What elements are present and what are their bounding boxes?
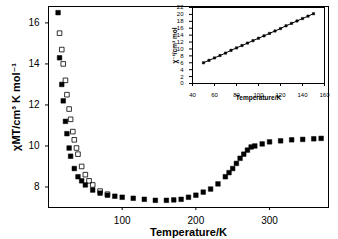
svg-text:10: 10 — [176, 45, 184, 52]
svg-text:χ⁻¹/cm³ mol: χ⁻¹/cm³ mol — [171, 27, 179, 63]
svg-text:20: 20 — [177, 11, 184, 17]
svg-text:14: 14 — [176, 32, 184, 39]
svg-text:Temperature/K: Temperature/K — [150, 226, 227, 238]
svg-text:16: 16 — [176, 25, 184, 32]
svg-text:6: 6 — [180, 60, 184, 66]
svg-text:χMT/cm³ K mol⁻¹: χMT/cm³ K mol⁻¹ — [10, 63, 22, 151]
svg-text:2: 2 — [180, 74, 184, 80]
svg-text:0: 0 — [180, 80, 184, 86]
svg-text:40: 40 — [189, 92, 196, 98]
svg-text:100: 100 — [114, 215, 131, 226]
svg-text:Temperature/K: Temperature/K — [236, 94, 282, 102]
svg-text:200: 200 — [188, 215, 205, 226]
svg-text:300: 300 — [261, 215, 278, 226]
svg-text:12: 12 — [28, 99, 40, 110]
svg-text:14: 14 — [28, 58, 40, 69]
svg-text:8: 8 — [34, 181, 40, 192]
svg-text:160: 160 — [319, 92, 330, 98]
svg-text:10: 10 — [28, 140, 40, 151]
svg-text:140: 140 — [297, 92, 308, 98]
svg-text:22: 22 — [177, 4, 184, 10]
svg-text:18: 18 — [177, 18, 184, 24]
svg-text:8: 8 — [180, 53, 184, 59]
svg-text:16: 16 — [28, 17, 40, 28]
svg-text:60: 60 — [211, 92, 218, 98]
svg-text:12: 12 — [176, 39, 184, 45]
svg-text:4: 4 — [180, 67, 184, 73]
